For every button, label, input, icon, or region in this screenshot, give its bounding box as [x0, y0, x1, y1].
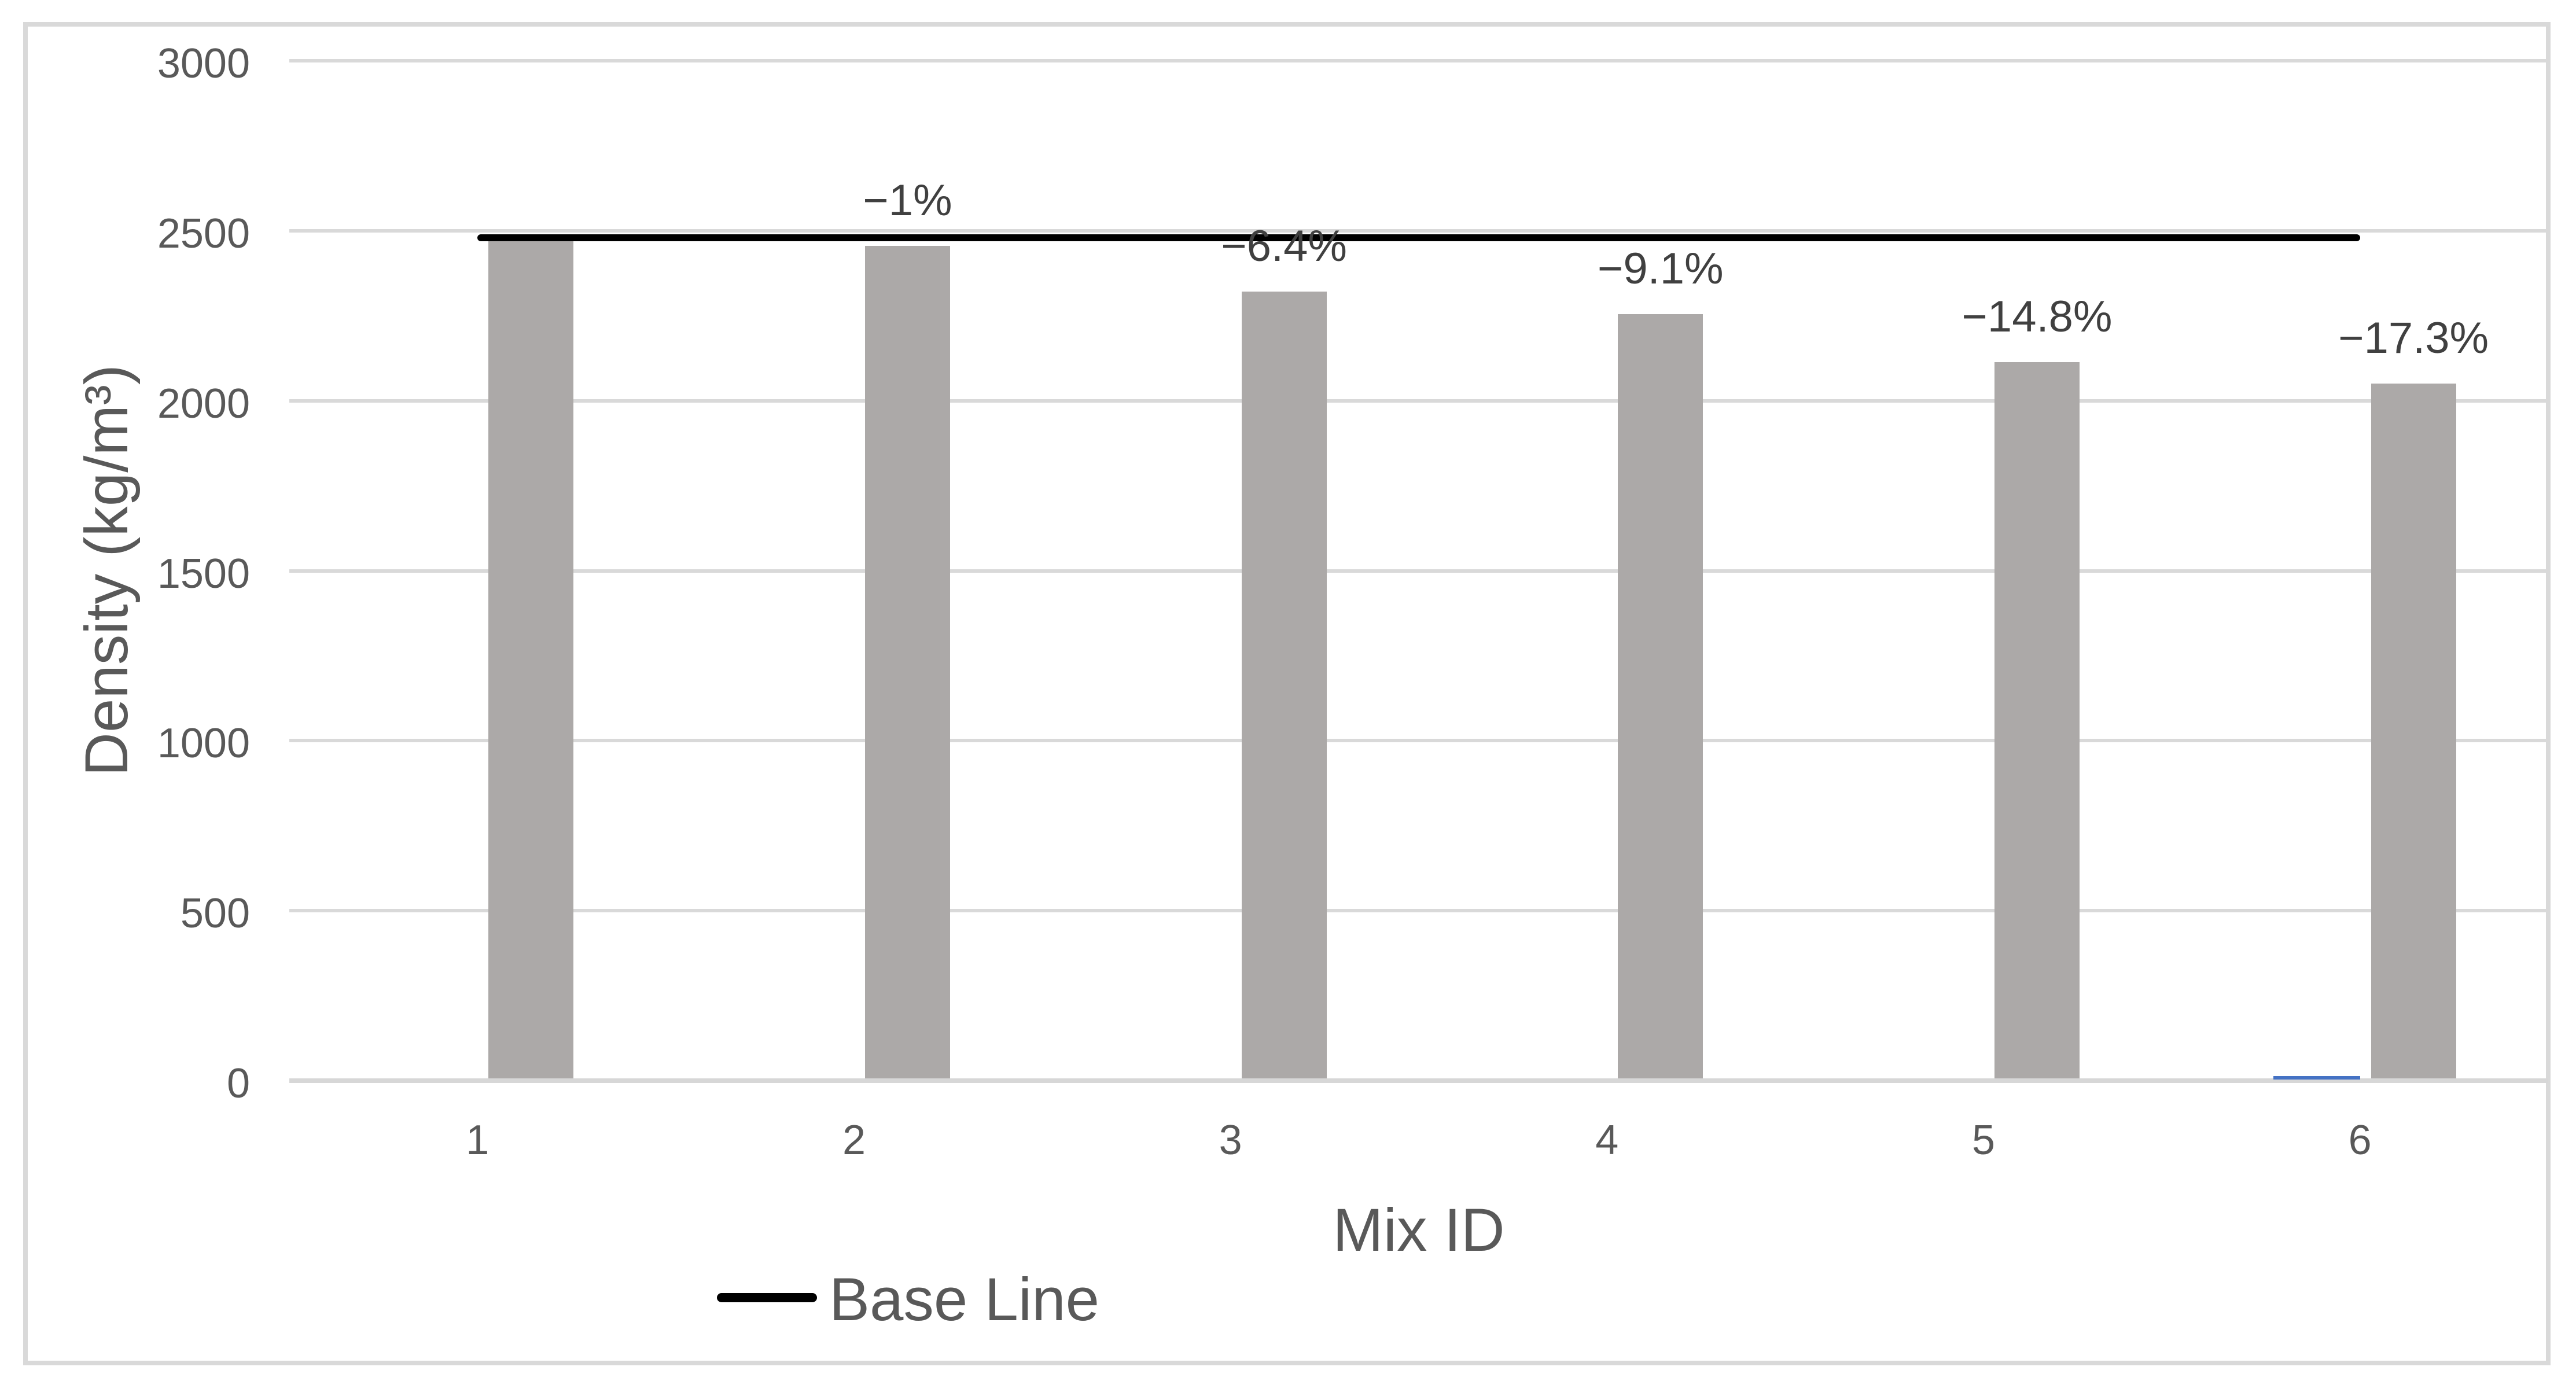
bar-mix-1: [488, 237, 574, 1078]
x-axis-title: Mix ID: [1333, 1196, 1505, 1264]
legend-line-swatch: [717, 1293, 817, 1302]
gridline-y2000: [289, 399, 2548, 403]
legend-label: Base Line: [829, 1266, 1100, 1334]
data-label-mix-6: −17.3%: [2338, 313, 2489, 363]
gridline-y3000: [289, 59, 2548, 62]
x-tick-label-1: 1: [466, 1117, 490, 1163]
data-label-mix-5: −14.8%: [1962, 292, 2113, 342]
chart-border: [23, 22, 2551, 1365]
gridline-y1000: [289, 739, 2548, 743]
data-label-mix-2: −1%: [863, 176, 952, 226]
x-axis-line: [289, 1078, 2548, 1083]
blue-bar-mix-6: [2273, 1076, 2360, 1080]
y-axis-title: Density (kg/m³): [73, 364, 141, 776]
x-tick-label-2: 2: [842, 1117, 866, 1163]
gridline-y500: [289, 909, 2548, 913]
bar-mix-6: [2371, 383, 2456, 1078]
legend: Base Line: [717, 1255, 1238, 1342]
data-label-mix-4: −9.1%: [1598, 244, 1724, 294]
x-tick-label-4: 4: [1595, 1117, 1619, 1163]
y-tick-label-1500: 1500: [157, 550, 250, 597]
y-tick-label-3000: 3000: [157, 40, 250, 87]
x-tick-label-3: 3: [1219, 1117, 1242, 1163]
y-tick-label-1000: 1000: [157, 720, 250, 767]
x-tick-label-6: 6: [2348, 1117, 2372, 1163]
bar-mix-3: [1241, 292, 1327, 1078]
gridline-y1500: [289, 569, 2548, 573]
y-tick-label-0: 0: [226, 1060, 250, 1107]
y-tick-label-500: 500: [180, 890, 250, 937]
x-tick-label-5: 5: [1971, 1117, 1996, 1163]
data-label-mix-3: −6.4%: [1221, 222, 1347, 271]
baseline-series-line: [477, 234, 2360, 241]
bar-mix-2: [865, 246, 950, 1078]
y-tick-label-2500: 2500: [157, 210, 250, 257]
bar-mix-4: [1618, 314, 1703, 1078]
y-tick-label-2000: 2000: [157, 380, 250, 427]
gridline-y2500: [289, 229, 2548, 233]
bar-mix-5: [1994, 362, 2080, 1078]
